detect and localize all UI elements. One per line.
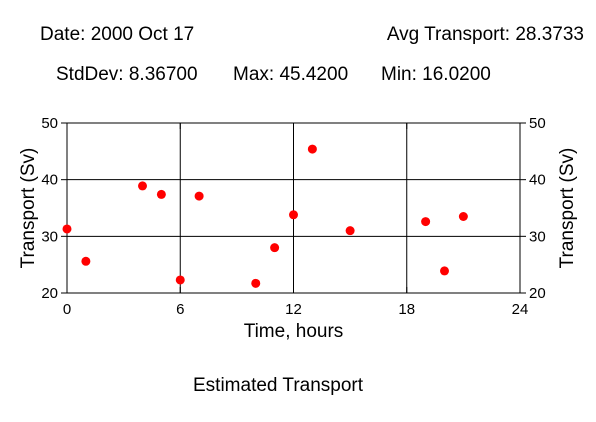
y-tick-label-left: 40 bbox=[41, 172, 58, 189]
y-tick-label-left: 20 bbox=[41, 285, 58, 302]
y-tick-label-right: 30 bbox=[529, 228, 546, 245]
y-tick-label-left: 50 bbox=[41, 115, 58, 132]
data-point bbox=[81, 256, 91, 266]
data-point bbox=[307, 144, 317, 154]
data-point bbox=[458, 212, 468, 221]
chart-caption: Estimated Transport bbox=[193, 375, 364, 396]
data-point bbox=[62, 224, 72, 234]
x-tick-label: 24 bbox=[512, 301, 529, 318]
data-point bbox=[270, 243, 280, 253]
data-point bbox=[345, 226, 355, 236]
x-tick-label: 6 bbox=[176, 301, 184, 318]
data-point bbox=[289, 210, 298, 220]
y-tick-label-left: 30 bbox=[41, 228, 58, 245]
data-point bbox=[440, 266, 449, 276]
y-tick-label-right: 20 bbox=[529, 285, 546, 302]
stddev-label: StdDev: 8.36700 bbox=[56, 64, 198, 85]
x-tick-label: 0 bbox=[63, 301, 71, 318]
avg-transport-label: Avg Transport: 28.3733 bbox=[386, 24, 584, 45]
data-point bbox=[251, 278, 261, 288]
max-label: Max: 45.4200 bbox=[233, 64, 349, 85]
x-tick-label: 18 bbox=[398, 301, 415, 318]
min-label: Min: 16.0200 bbox=[381, 64, 491, 85]
data-point bbox=[194, 191, 204, 201]
data-point bbox=[175, 275, 185, 285]
data-point bbox=[421, 217, 431, 227]
y-tick-label-right: 40 bbox=[529, 172, 546, 189]
y-axis-title-left: Transport (Sv) bbox=[18, 148, 39, 269]
x-axis-title: Time, hours bbox=[244, 321, 344, 342]
data-point bbox=[138, 181, 147, 191]
date-label: Date: 2000 Oct 17 bbox=[40, 24, 195, 45]
y-axis-title-right: Transport (Sv) bbox=[557, 148, 578, 269]
y-tick-label-right: 50 bbox=[529, 115, 546, 132]
data-point bbox=[156, 189, 166, 199]
x-tick-label: 12 bbox=[285, 301, 302, 318]
